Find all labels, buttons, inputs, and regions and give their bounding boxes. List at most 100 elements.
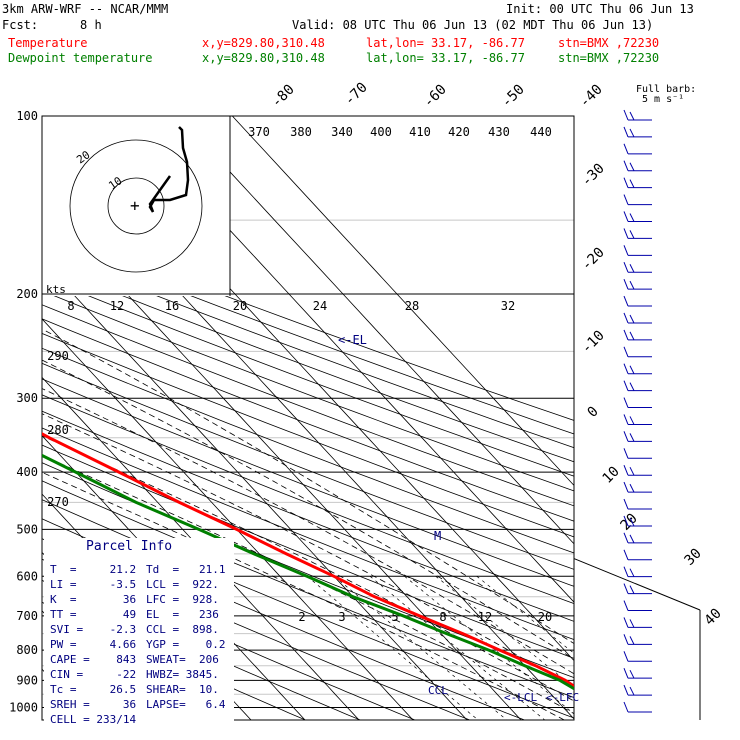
parcel-info-row: CAPE = 843 SWEAT= 206 <box>50 652 234 667</box>
parcel-info-right: SHEAR= 10. <box>146 683 219 696</box>
wind-barb <box>623 363 652 375</box>
wind-barb <box>623 346 652 358</box>
temperature-legend-latlon: lat,lon= 33.17, -86.77 <box>366 36 525 50</box>
pressure-label: 1000 <box>9 700 38 714</box>
wind-barb-feather <box>623 363 629 374</box>
wind-barb-feather <box>623 667 629 679</box>
theta-label: 370 <box>248 125 270 139</box>
isotherm-line <box>0 116 35 720</box>
wind-barb <box>623 228 652 239</box>
isotherm-line <box>232 116 574 487</box>
temperature-legend-stn: stn=BMX ,72230 <box>558 36 660 50</box>
wind-barb <box>623 312 652 324</box>
forecast-label: Fcst: <box>2 18 39 32</box>
pressure-label: 100 <box>16 109 38 123</box>
barb-key-label: Full barb: <box>636 84 697 95</box>
wind-barb-feather <box>623 532 629 544</box>
wind-barb-feather <box>629 686 635 696</box>
wind-barb <box>623 211 652 222</box>
wind-barb <box>623 109 652 121</box>
theta-label: 420 <box>448 125 470 139</box>
isotherm-label: 20 <box>618 511 641 534</box>
theta-label: 410 <box>409 125 431 139</box>
wind-barb <box>623 262 652 273</box>
theta-label: 430 <box>488 125 510 139</box>
pressure-label: 200 <box>16 287 38 301</box>
wind-barb-feather <box>623 481 629 493</box>
isotherm-line <box>178 116 574 545</box>
wind-barb <box>623 397 652 409</box>
parcel-info-left: K = 36 <box>50 593 137 606</box>
wind-barb-feather <box>629 534 635 544</box>
parcel-info-title: Parcel Info <box>86 539 173 554</box>
parcel-info-left: T = 21.2 <box>50 563 137 576</box>
temperature-legend-xy: x,y=829.80,310.48 <box>202 36 325 50</box>
dry-adiabat-line <box>42 333 574 538</box>
dry-adiabat-line <box>42 263 574 463</box>
wind-barb-feather <box>623 498 629 510</box>
mixing-ratio-line <box>369 576 546 720</box>
wind-barb-feather <box>623 397 629 408</box>
wind-barb-feather <box>623 177 629 188</box>
wind-barb <box>623 481 652 493</box>
ccl-annotation: CCL <box>428 684 448 697</box>
mixing-ratio-label: 5 <box>391 610 398 624</box>
dry-adiabat-line <box>42 394 574 605</box>
parcel-info-right: EL = 236 <box>146 608 219 621</box>
wind-barb-feather <box>629 213 635 222</box>
mixing-ratio-label: 3 <box>338 610 345 624</box>
mixing-ratio-label: 8 <box>439 610 446 624</box>
wind-barb <box>623 532 652 544</box>
dewpoint-profile <box>42 453 574 691</box>
hodograph-speed-label: 32 <box>501 299 515 313</box>
wind-barb-feather <box>623 245 629 256</box>
parcel-info-left: Tc = 26.5 <box>50 683 137 696</box>
init-time: Init: 00 UTC Thu 06 Jun 13 <box>506 2 694 16</box>
wind-barb-feather <box>623 549 629 560</box>
isotherm-label: -10 <box>579 328 608 357</box>
wind-barb-feather <box>629 365 635 374</box>
wind-barb-feather <box>623 617 629 628</box>
parcel-info-right: LAPSE= 6.4 <box>146 698 226 711</box>
pressure-label: 900 <box>16 673 38 687</box>
dry-adiabat-line <box>42 290 574 492</box>
hodograph-speed-label: 20 <box>233 299 247 313</box>
hodograph-speed-label: 16 <box>165 299 179 313</box>
wind-barb-feather <box>623 126 629 138</box>
isotherm-label: -80 <box>269 82 298 111</box>
wind-barb-feather <box>623 262 629 273</box>
hodograph-ring-label: 20 <box>74 148 92 166</box>
wind-barb-feather <box>629 466 635 476</box>
dry-adiabat-line <box>42 410 574 622</box>
dry-adiabat-line <box>42 237 574 435</box>
wind-barb-feather <box>623 600 629 611</box>
isotherm-label: -30 <box>579 161 608 190</box>
hodograph-speed-label: 8 <box>67 299 74 313</box>
wind-barb-feather <box>623 312 629 324</box>
dewpoint-legend-latlon: lat,lon= 33.17, -86.77 <box>366 51 525 65</box>
theta-label: 340 <box>331 125 353 139</box>
wind-barb-feather <box>629 331 635 341</box>
theta-left-label: 270 <box>47 495 69 509</box>
parcel-info-row: SVI = -2.3 CCL = 898. <box>50 622 234 637</box>
isotherm-label: 10 <box>600 464 623 487</box>
pressure-label: 400 <box>16 465 38 479</box>
plot-frame <box>41 115 575 721</box>
wind-barb-feather <box>623 448 629 459</box>
hodograph-ring-label: 10 <box>106 174 124 192</box>
pressure-label: 600 <box>16 569 38 583</box>
pressure-label: 700 <box>16 609 38 623</box>
mixing-ratio-line <box>404 576 574 715</box>
pressure-label: 800 <box>16 643 38 657</box>
model-title: 3km ARW-WRF -- NCAR/MMM <box>2 2 169 16</box>
pressure-label: 500 <box>16 522 38 536</box>
wind-barb-feather <box>629 230 635 239</box>
wind-barb <box>623 177 652 189</box>
lcl-annotation: <-LCL <box>504 691 537 704</box>
parcel-info-row: CIN = -22 HWBZ= 3845. <box>50 667 234 682</box>
isotherm-line <box>42 143 574 720</box>
isotherm-line <box>70 116 574 662</box>
wind-barb-feather <box>623 634 629 645</box>
isotherm-label: 0 <box>585 404 602 421</box>
wind-barb-feather <box>623 346 629 357</box>
